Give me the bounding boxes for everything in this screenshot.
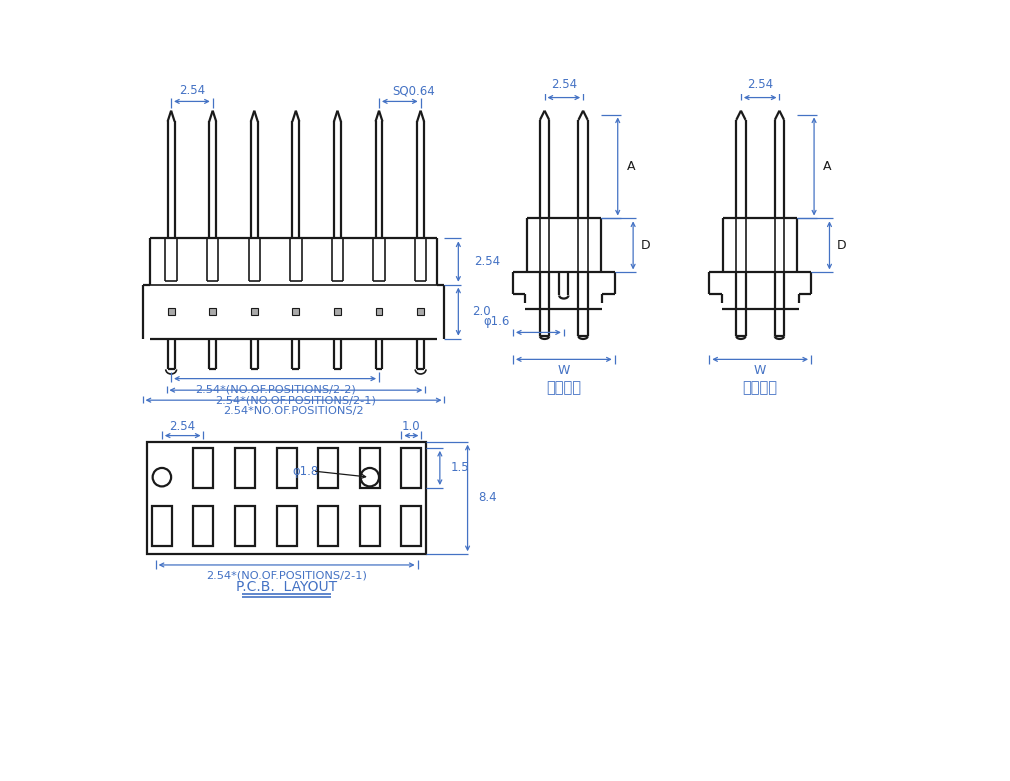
Text: 2.54: 2.54 (179, 84, 205, 97)
Bar (401, 506, 421, 547)
Text: 8.4: 8.4 (479, 491, 497, 505)
Bar (277, 448, 297, 488)
Bar (194, 506, 213, 547)
Bar (360, 506, 380, 547)
Bar (318, 506, 338, 547)
Text: 2.54: 2.54 (170, 420, 196, 433)
Text: A: A (627, 160, 635, 173)
Bar (194, 448, 213, 488)
Bar (417, 308, 424, 315)
Text: 2.54*(NO.OF.POSITIONS/2-1): 2.54*(NO.OF.POSITIONS/2-1) (206, 571, 367, 581)
Bar (250, 308, 258, 315)
Bar (401, 448, 421, 488)
Text: 2.54*(NO.OF.POSITIONS/2-2): 2.54*(NO.OF.POSITIONS/2-2) (195, 384, 356, 394)
Text: 2.54: 2.54 (747, 78, 774, 91)
Bar (376, 308, 383, 315)
Bar (293, 308, 299, 315)
Text: A: A (823, 160, 832, 173)
Bar (235, 448, 256, 488)
Text: 1.5: 1.5 (450, 462, 470, 474)
Text: 1.0: 1.0 (402, 420, 421, 433)
Text: SQ0.64: SQ0.64 (392, 84, 435, 97)
Bar (334, 308, 341, 315)
Bar (209, 308, 216, 315)
Bar (152, 506, 172, 547)
Bar (235, 506, 256, 547)
Text: W: W (558, 364, 570, 376)
Text: 带定位柱: 带定位柱 (546, 380, 582, 395)
Text: 2.54*(NO.OF.POSITIONS/2-1): 2.54*(NO.OF.POSITIONS/2-1) (215, 396, 377, 406)
Bar (168, 308, 175, 315)
Text: 2.54: 2.54 (550, 78, 577, 91)
Text: φ1.6: φ1.6 (484, 316, 510, 328)
Text: W: W (754, 364, 767, 376)
Text: 2.54: 2.54 (474, 255, 500, 268)
Text: D: D (640, 239, 650, 252)
Text: 无定位柱: 无定位柱 (742, 380, 778, 395)
Text: 2.0: 2.0 (473, 305, 491, 318)
Bar (360, 448, 380, 488)
Bar (277, 506, 297, 547)
Text: D: D (837, 239, 846, 252)
Text: P.C.B.  LAYOUT: P.C.B. LAYOUT (236, 580, 337, 594)
Bar (147, 442, 426, 555)
Bar (318, 448, 338, 488)
Text: φ1.8: φ1.8 (293, 465, 319, 477)
Text: 2.54*NO.OF.POSITIONS/2: 2.54*NO.OF.POSITIONS/2 (223, 406, 364, 416)
